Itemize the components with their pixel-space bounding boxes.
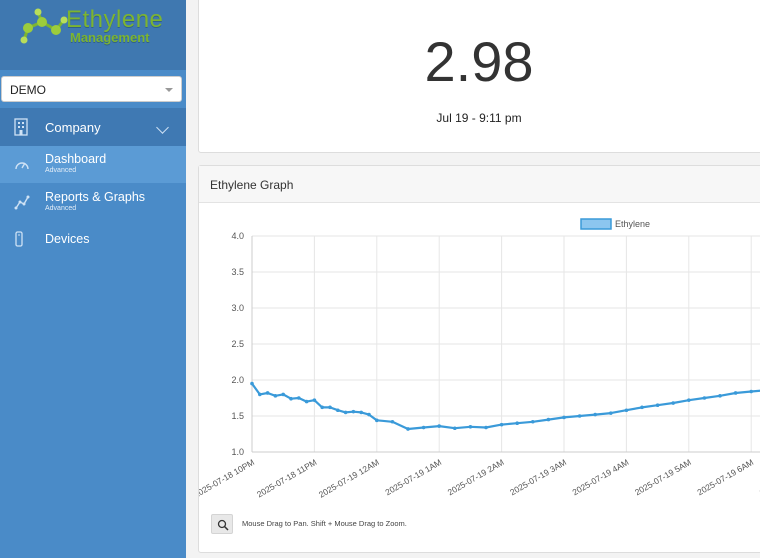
sidebar: Ethylene Management DEMO Company Dashboa…: [0, 0, 186, 558]
company-menu[interactable]: Company: [0, 108, 186, 146]
zoom-hint: Mouse Drag to Pan. Shift + Mouse Drag to…: [242, 519, 407, 528]
speedometer-icon: [15, 162, 29, 170]
sidebar-item-label: Devices: [45, 232, 90, 246]
location-select[interactable]: DEMO: [1, 76, 182, 102]
graph-header: Ethylene Graph: [199, 166, 760, 203]
molecule-logo-icon: [20, 8, 68, 44]
zoom-button[interactable]: [211, 514, 233, 534]
device-icon: [15, 231, 23, 247]
current-value: 2.98: [424, 30, 534, 93]
ethylene-graph-panel: Ethylene Graph Mouse Drag to Pan. Shift …: [198, 165, 760, 553]
location-select-value: DEMO: [10, 83, 46, 97]
logo-title: Ethylene: [66, 6, 164, 33]
reading-timestamp: Jul 19 - 9:11 pm: [436, 111, 522, 125]
magnifier-icon: [217, 519, 229, 531]
graph-title: Ethylene Graph: [210, 178, 294, 192]
sidebar-item-sublabel: Advanced: [45, 205, 77, 212]
current-reading-panel: 2.98 Jul 19 - 9:11 pm: [198, 0, 760, 153]
sidebar-item-sublabel: Advanced: [45, 167, 77, 174]
sidebar-item-label: Reports & Graphs: [45, 190, 146, 204]
chevron-down-icon: [156, 121, 169, 134]
sidebar-item-reports[interactable]: Reports & Graphs Advanced: [0, 184, 186, 221]
logo[interactable]: Ethylene Management: [0, 0, 186, 70]
logo-subtitle: Management: [70, 30, 150, 45]
sidebar-item-label: Dashboard: [45, 152, 107, 166]
line-chart-icon: [14, 195, 30, 210]
sidebar-item-dashboard[interactable]: Dashboard Advanced: [0, 146, 186, 183]
sidebar-item-devices[interactable]: Devices: [0, 221, 186, 258]
company-label: Company: [45, 120, 101, 135]
building-icon: [14, 118, 28, 136]
chevron-down-icon: [165, 88, 173, 92]
